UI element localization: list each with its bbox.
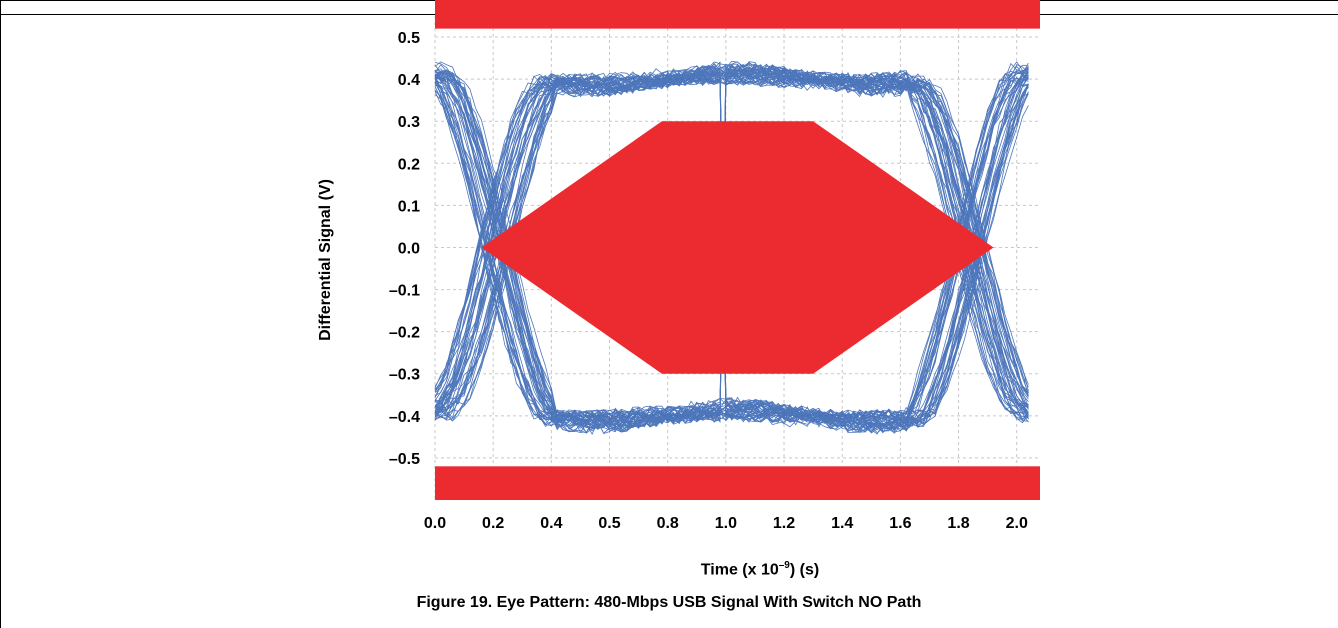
eye-trace (434, 68, 1029, 428)
y-tick-label: 0.2 (398, 156, 420, 173)
eye-trace (434, 63, 1029, 409)
eye-trace (434, 64, 1029, 435)
eye-trace (434, 65, 1029, 432)
eye-trace (434, 62, 1029, 434)
y-tick-label: –0.1 (389, 283, 420, 300)
x-tick-label: 2.0 (1006, 515, 1028, 532)
eye-trace (434, 70, 1029, 424)
eye-trace (434, 72, 1029, 424)
x-tick-label: 0.5 (598, 515, 620, 532)
y-tick-label: 0.1 (398, 198, 420, 215)
x-tick-label: 1.6 (889, 515, 911, 532)
eye-trace (434, 71, 1029, 426)
eye-trace (434, 70, 1029, 429)
y-tick-label: –0.2 (389, 325, 420, 342)
x-tick-label: 1.0 (715, 515, 737, 532)
y-tick-label: –0.4 (389, 409, 420, 426)
eye-trace (434, 68, 1029, 428)
figure-caption: Figure 19. Eye Pattern: 480-Mbps USB Sig… (416, 594, 922, 611)
eye-trace (434, 65, 1029, 412)
eye-trace (434, 69, 1029, 429)
eye-trace (434, 72, 1029, 428)
x-tick-label: 0.8 (657, 515, 679, 532)
y-tick-label: 0.4 (398, 72, 420, 89)
x-tick-label: 0.4 (540, 515, 562, 532)
x-tick-label: 0.0 (424, 515, 446, 532)
eye-trace (434, 70, 1029, 415)
eye-trace (434, 66, 1029, 413)
eye-trace (434, 71, 1029, 424)
y-tick-label: 0.0 (398, 240, 420, 257)
upper-mask-band (435, 0, 1040, 29)
x-tick-label: 0.2 (482, 515, 504, 532)
eye-trace (434, 74, 1029, 423)
eye-trace (434, 62, 1029, 434)
y-tick-label: 0.5 (398, 30, 420, 47)
eye-trace (434, 73, 1029, 425)
eye-trace (434, 63, 1029, 433)
eye-trace (434, 66, 1029, 411)
x-axis-label: Time (x 10–9) (s) (700, 560, 820, 579)
eye-trace (434, 71, 1029, 425)
eye-trace (434, 71, 1029, 419)
eye-trace (434, 72, 1029, 424)
eye-trace (434, 72, 1029, 424)
eye-traces (434, 60, 1029, 435)
y-axis-label: Differential Signal (V) (317, 179, 334, 341)
lower-mask-band (435, 466, 1040, 500)
y-tick-label: 0.3 (398, 114, 420, 131)
x-tick-label: 1.8 (947, 515, 969, 532)
eye-trace (434, 68, 1029, 429)
eye-trace (434, 61, 1029, 433)
x-tick-label: 1.2 (773, 515, 795, 532)
x-tick-label: 1.4 (831, 515, 853, 532)
eye-mask-hexagon (481, 121, 994, 374)
page-frame-left (0, 0, 1, 628)
y-tick-label: –0.3 (389, 367, 420, 384)
y-tick-label: –0.5 (389, 451, 420, 468)
